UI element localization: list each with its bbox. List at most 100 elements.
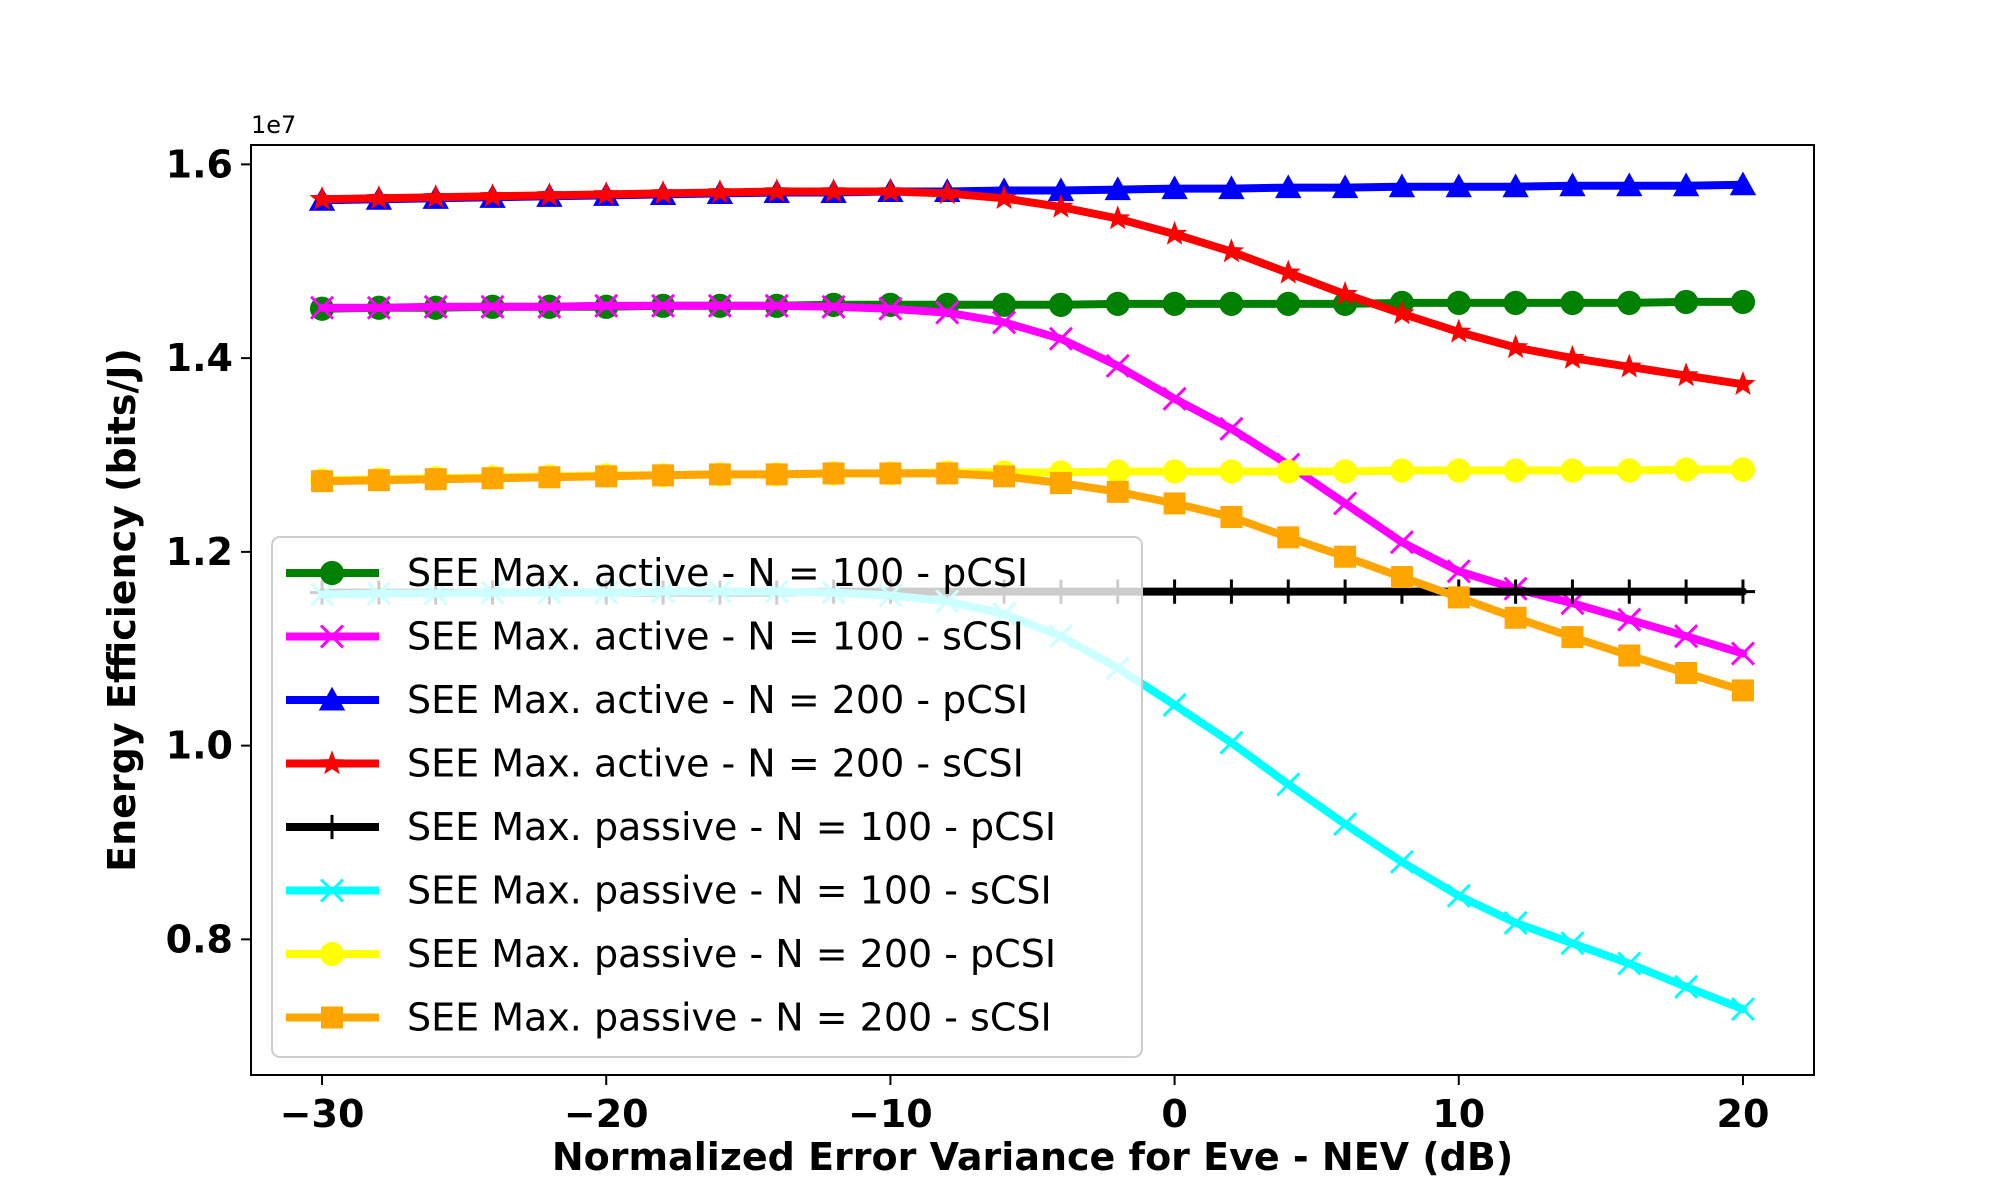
data-point [993, 465, 1016, 488]
legend: SEE Max. active - N = 100 - pCSI SEE Max.… [271, 536, 1143, 1058]
data-point [1504, 606, 1527, 629]
data-point [1333, 459, 1358, 484]
data-point [1559, 344, 1585, 369]
data-point [318, 686, 346, 711]
data-point [1675, 661, 1698, 684]
data-point [1503, 910, 1528, 935]
data-point [1674, 289, 1699, 315]
data-point [1048, 292, 1074, 317]
data-point [652, 464, 675, 487]
data-point [1388, 173, 1416, 198]
data-point [707, 293, 732, 318]
data-point [1333, 812, 1358, 837]
y-tick-label: 1.6 [166, 142, 233, 186]
data-point [1219, 291, 1244, 316]
data-point [594, 293, 619, 318]
data-point [319, 941, 345, 967]
data-point [1163, 492, 1186, 515]
data-point [708, 463, 731, 486]
data-point [936, 462, 959, 485]
x-tick-label: 10 [1432, 1092, 1485, 1136]
data-point [1616, 353, 1642, 378]
data-point [1503, 458, 1528, 483]
data-point [1731, 679, 1754, 702]
data-point [1730, 371, 1756, 395]
data-point [1503, 579, 1528, 604]
data-point [1218, 175, 1245, 200]
data-point [1560, 458, 1585, 483]
legend-label: SEE Max. passive - N = 200 - pCSI [407, 932, 1056, 976]
x-tick-label: −30 [280, 1092, 365, 1136]
data-point [1560, 931, 1585, 956]
data-point [309, 186, 335, 210]
data-point [1389, 300, 1415, 325]
data-point [595, 465, 618, 488]
data-point [1048, 193, 1074, 218]
data-point [309, 295, 335, 320]
data-point [1105, 459, 1130, 484]
data-point [537, 294, 562, 319]
data-point [1617, 290, 1642, 316]
data-point [822, 462, 845, 485]
data-point [935, 300, 960, 325]
data-point [1730, 641, 1756, 666]
data-point [1729, 171, 1757, 196]
data-point [1503, 290, 1528, 316]
data-point [1104, 176, 1131, 201]
data-point [1446, 458, 1471, 483]
data-point [1560, 579, 1585, 604]
data-point [1162, 220, 1188, 245]
data-point [1276, 291, 1301, 316]
data-point [1672, 172, 1700, 197]
x-tick-label: −20 [564, 1092, 649, 1136]
data-point [536, 182, 562, 207]
x-tick-label: −10 [848, 1092, 933, 1136]
data-point [1446, 883, 1471, 908]
legend-label: SEE Max. active - N = 100 - sCSI [407, 615, 1024, 659]
data-point [877, 178, 903, 203]
y-tick-label: 1.4 [166, 336, 233, 380]
data-point [366, 295, 391, 320]
legend-entry: SEE Max. active - N = 100 - pCSI [286, 551, 1028, 595]
data-point [879, 462, 902, 485]
legend-label: SEE Max. active - N = 200 - sCSI [407, 742, 1024, 786]
data-point [1162, 692, 1187, 717]
data-point [1390, 566, 1413, 589]
data-point [1674, 457, 1699, 482]
ticks-layer: −30 −20 −10 0 10 20 0.8 1.0 1.2 1.4 1.6 [166, 142, 1770, 1136]
x-tick-label: 20 [1717, 1092, 1770, 1136]
data-point [1276, 459, 1301, 484]
y-tick-label: 0.8 [166, 917, 233, 961]
data-point [1389, 458, 1415, 483]
y-tick-label: 1.2 [166, 530, 233, 574]
data-point [1617, 607, 1642, 632]
plot-frame [250, 144, 1815, 1076]
data-point [821, 178, 847, 203]
data-point [1674, 579, 1699, 604]
legend-entry: SEE Max. active - N = 200 - sCSI [286, 742, 1024, 786]
data-point [1560, 290, 1585, 316]
data-point [1162, 386, 1187, 411]
data-point [1674, 974, 1699, 999]
data-point [423, 184, 449, 208]
legend-label: SEE Max. passive - N = 200 - sCSI [407, 996, 1052, 1040]
data-point [1502, 173, 1529, 198]
data-point [1445, 173, 1472, 198]
data-point [707, 179, 733, 204]
data-point [1219, 579, 1244, 604]
data-point [1617, 951, 1642, 976]
data-point [1332, 281, 1358, 305]
data-point [1105, 205, 1131, 230]
x-axis-label: Normalized Error Variance for Eve - NEV … [552, 1135, 1513, 1179]
data-point [1559, 172, 1586, 197]
data-point [1616, 172, 1643, 197]
data-point [1105, 291, 1130, 316]
legend-label: SEE Max. passive - N = 100 - sCSI [407, 869, 1052, 913]
data-point [1333, 491, 1358, 516]
data-point [1276, 772, 1301, 797]
y-axis-label: Energy Efficiency (bits/J) [100, 348, 144, 872]
legend-entry: SEE Max. passive - N = 100 - pCSI [286, 805, 1056, 849]
legend-entry: SEE Max. active - N = 200 - pCSI [286, 678, 1028, 722]
y-offset-label: 1e7 [251, 111, 296, 139]
